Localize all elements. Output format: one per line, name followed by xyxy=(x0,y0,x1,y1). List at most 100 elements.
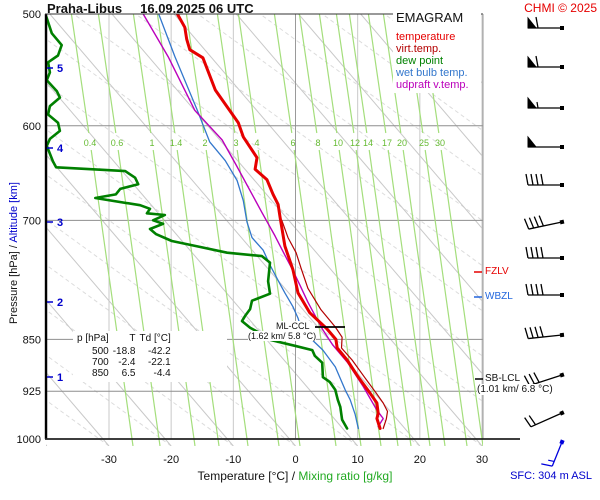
mixing-ratio-line xyxy=(355,149,399,446)
mixing-ratio-label: 0.6 xyxy=(111,138,124,148)
mixing-ratio-line xyxy=(97,14,117,134)
temperature-axis-label: Temperature [°C] xyxy=(197,469,289,483)
mixing-ratio-line xyxy=(117,149,161,446)
legend-item-wet-bulb: wet bulb temp. xyxy=(396,67,468,79)
mixing-ratio-line xyxy=(70,14,90,134)
mixing-ratio-label: 20 xyxy=(397,138,407,148)
mixing-ratio-label: 25 xyxy=(419,138,429,148)
table-cell: 700 xyxy=(92,357,109,368)
mixing-ratio-line xyxy=(298,14,318,134)
wind-barb xyxy=(527,135,564,149)
altitude-tick-label: 4 xyxy=(57,143,64,155)
temperature-tick-label: 20 xyxy=(414,454,426,466)
mixing-ratio-line xyxy=(176,149,220,446)
mixing-ratio-label: 17 xyxy=(382,138,392,148)
mixing-ratio-label: 1.4 xyxy=(170,138,183,148)
chart-title: Praha-Libus 16.09.2025 06 UTC xyxy=(47,1,254,16)
mixing-ratio-line xyxy=(273,14,293,134)
mixing-ratio-label: 8 xyxy=(315,138,320,148)
moist-adiabat-line xyxy=(46,173,421,446)
mixing-ratio-line xyxy=(402,149,446,446)
legend-item-temperature: temperature xyxy=(396,31,456,43)
mixing-ratio-line xyxy=(382,14,402,134)
ml-ccl-detail: (1.62 km/ 5.8 °C) xyxy=(248,331,317,341)
pressure-tick-label: 925 xyxy=(23,386,41,398)
freezing-level-label: FZLV xyxy=(484,266,510,277)
sounding-datetime: 16.09.2025 06 UTC xyxy=(140,1,254,16)
moist-adiabat-line xyxy=(73,14,483,312)
moist-adiabat-line xyxy=(46,128,483,446)
mixing-ratio-line xyxy=(424,149,468,446)
wet-bulb-zero-label: WBZL xyxy=(484,291,514,302)
mixing-ratio-line xyxy=(237,14,257,134)
virt-temp-curve xyxy=(281,219,389,430)
wind-barb xyxy=(525,283,564,297)
pressure-axis-label: Pressure [hPa] xyxy=(8,251,20,324)
mixing-ratio-label: 30 xyxy=(435,138,445,148)
wind-barb xyxy=(527,96,564,110)
mixing-ratio-line xyxy=(185,14,205,134)
moist-adiabat-line xyxy=(259,14,483,177)
legend-item-dew-point: dew point xyxy=(396,55,444,67)
wind-barb xyxy=(527,55,564,69)
table-cell: 6.5 xyxy=(121,368,136,379)
mixing-ratio-label: 6 xyxy=(290,138,295,148)
wind-barb xyxy=(525,246,564,260)
table-cell: -4.4 xyxy=(153,368,171,379)
surface-elevation-label: SFC: 304 m ASL xyxy=(510,470,592,482)
table-cell: -42.2 xyxy=(147,346,171,357)
table-header: Td [°C] xyxy=(139,333,171,344)
mixing-ratio-label: 0.4 xyxy=(84,138,97,148)
mixing-ratio-line xyxy=(257,149,301,446)
table-cell: -18.8 xyxy=(112,346,136,357)
table-row: 700 -2.4 -22.1 xyxy=(77,357,175,368)
mixing-ratio-line xyxy=(318,149,362,446)
mixing-ratio-line xyxy=(293,149,337,446)
pressure-tick-label: 1000 xyxy=(17,434,41,446)
pressure-tick-label: 850 xyxy=(23,334,41,346)
wind-barb xyxy=(541,439,565,467)
mixing-ratio-line xyxy=(152,149,196,446)
temperature-curve xyxy=(175,14,382,430)
pressure-tick-label: 500 xyxy=(23,9,41,21)
x-axis-title: Temperature [°C] / Mixing ratio [g/kg] xyxy=(197,469,393,483)
table-cell: 850 xyxy=(92,368,109,379)
table-row: 850 6.5 -4.4 xyxy=(77,368,175,379)
mixing-ratio-label: 14 xyxy=(363,138,373,148)
wind-barb xyxy=(525,173,564,187)
wind-barb xyxy=(524,326,565,340)
moist-adiabat-line xyxy=(46,354,172,446)
mixing-ratio-label: 3 xyxy=(233,138,238,148)
mixing-ratio-line xyxy=(335,14,355,134)
station-name: Praha-Libus xyxy=(47,1,123,16)
temperature-tick-label: -30 xyxy=(101,454,117,466)
mixing-ratio-line xyxy=(387,149,431,446)
altitude-tick-label: 5 xyxy=(57,63,63,75)
temperature-tick-label: 30 xyxy=(476,454,488,466)
dry-adiabat-line xyxy=(235,14,483,303)
legend: EMAGRAM temperature virt.temp. dew point… xyxy=(393,10,481,93)
legend-item-updraft: udpraft v.temp. xyxy=(396,79,469,91)
table-cell: -2.4 xyxy=(118,357,136,368)
wind-barb xyxy=(523,372,565,387)
wet-bulb-temp-curve xyxy=(158,14,359,430)
moist-adiabat-line xyxy=(46,219,358,446)
temperature-tick-label: -10 xyxy=(225,454,241,466)
pressure-tick-label: 600 xyxy=(23,121,41,133)
mixing-ratio-line xyxy=(368,149,412,446)
table-header: p [hPa] xyxy=(77,333,109,344)
wind-barb xyxy=(527,16,564,30)
copyright-notice: CHMI © 2025 xyxy=(524,1,597,15)
ml-ccl-label: ML-CCL xyxy=(276,321,310,331)
legend-item-virt-temp: virt.temp. xyxy=(396,43,442,55)
moist-adiabat-line xyxy=(197,14,483,222)
table-cell: -22.1 xyxy=(147,357,171,368)
altitude-tick-label: 2 xyxy=(57,297,63,309)
mixing-ratio-line xyxy=(348,14,368,134)
mixing-ratio-line xyxy=(440,149,483,446)
altitude-tick-label: 1 xyxy=(57,372,63,384)
altitude-axis-label: Altitude [km] xyxy=(8,182,20,243)
legend-title: EMAGRAM xyxy=(396,10,464,25)
moist-adiabat-line xyxy=(46,83,483,403)
moist-adiabat-line xyxy=(509,14,600,446)
